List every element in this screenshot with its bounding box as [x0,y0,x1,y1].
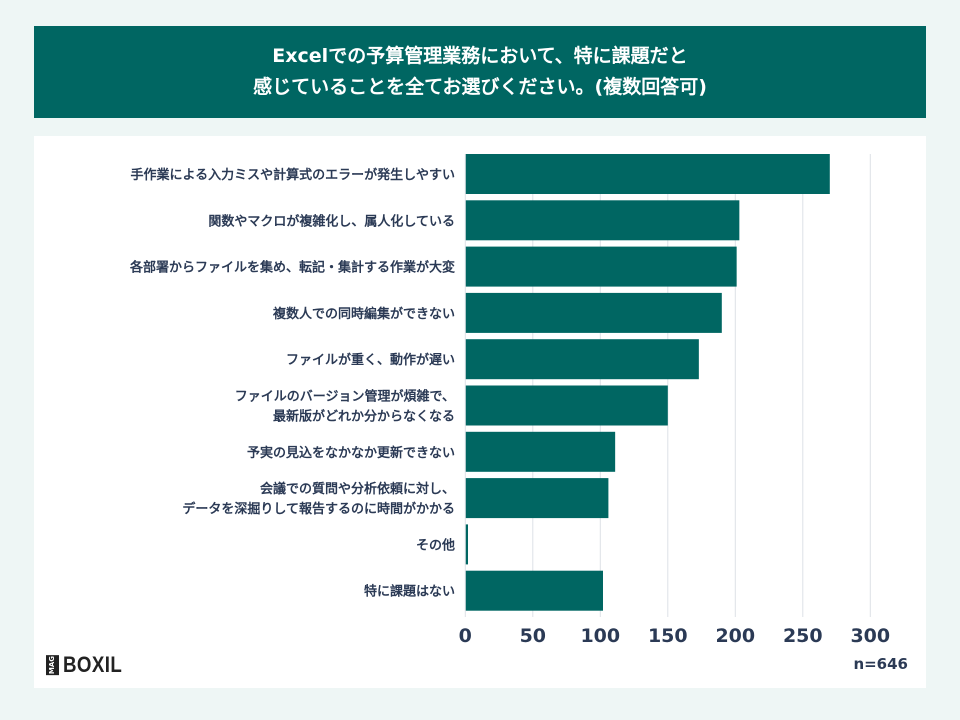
bar [465,385,668,426]
x-tick-label: 0 [459,625,472,647]
bar [465,292,722,333]
x-tick-label: 100 [580,625,620,647]
bar [465,524,468,565]
bar [465,200,740,241]
chart-title: Excelでの予算管理業務において、特に課題だと 感じていることを全てお選びくだ… [34,26,926,118]
sample-size: n=646 [853,655,908,673]
x-tick-label: 200 [715,625,755,647]
category-label: その他 [416,537,455,553]
category-label: 複数人での同時編集ができない [272,306,455,322]
boxil-logo: MAG BOXIL [46,652,133,678]
logo-mag: MAG [46,654,59,676]
x-tick-label: 50 [520,625,546,647]
category-label: 各部署からファイルを集め、転記・集計する作業が大変 [129,260,455,276]
title-line-2: 感じていることを全てお選びください。(複数回答可) [253,76,707,98]
x-tick-label: 300 [850,625,890,647]
x-tick-label: 150 [648,625,688,647]
category-label: ファイルが重く、動作が遅い [286,352,455,368]
category-label: 会議での質問や分析依頼に対し、 [260,481,455,497]
bar [465,339,699,380]
category-label: 手作業による入力ミスや計算式のエラーが発生しやすい [131,167,455,183]
bar [465,478,609,519]
category-label: 最新版がどれか分からなくなる [273,409,455,425]
category-label: 特に課題はない [364,584,455,600]
category-label: ファイルのバージョン管理が煩雑で、 [235,389,455,405]
bar [465,570,603,611]
category-label: 予実の見込をなかなか更新できない [247,445,455,461]
bar [465,154,830,194]
title-line-1: Excelでの予算管理業務において、特に課題だと [272,45,688,67]
bar [465,246,737,287]
logo-brand: BOXIL [63,652,123,677]
bar [465,431,616,472]
x-tick-label: 250 [783,625,823,647]
category-label: データを深掘りして報告するのに時間がかかる [182,501,455,517]
category-label: 関数やマクロが複雑化し、属人化している [208,213,455,229]
